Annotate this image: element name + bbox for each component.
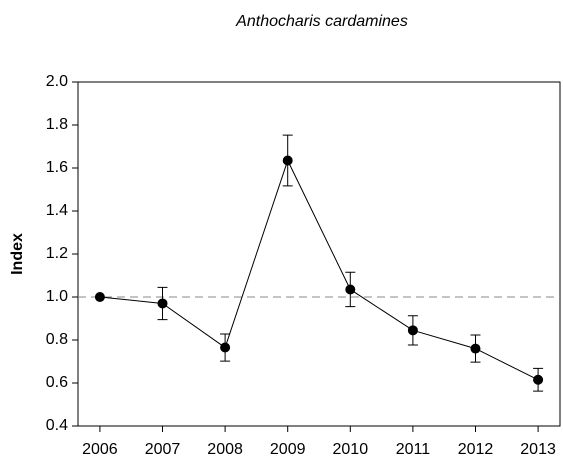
y-axis-label: Index: [9, 233, 26, 275]
plot-frame: [77, 81, 561, 427]
x-tick-label: 2011: [396, 441, 431, 458]
y-tick-label: 1.6: [46, 159, 68, 176]
chart-title: Anthocharis cardamines: [235, 13, 408, 30]
x-tick-label: 2008: [207, 441, 243, 458]
x-tick-label: 2012: [458, 441, 494, 458]
data-point: [407, 325, 418, 336]
y-tick-label: 0.6: [46, 374, 68, 391]
x-tick-label: 2013: [520, 441, 556, 458]
y-tick-label: 0.8: [46, 331, 68, 348]
y-tick-label: 1.8: [46, 116, 68, 133]
y-tick-label: 1.4: [46, 202, 68, 219]
data-point: [94, 292, 105, 302]
data-point: [470, 343, 481, 354]
data-point: [220, 342, 231, 353]
x-tick-label: 2006: [82, 441, 118, 458]
y-tick-label: 1.0: [46, 288, 68, 305]
x-tick-label: 2009: [270, 441, 306, 458]
data-point: [345, 284, 356, 295]
y-tick-label: 1.2: [46, 245, 68, 262]
data-point: [157, 298, 168, 309]
x-tick-label: 2010: [333, 441, 369, 458]
x-tick-label: 2007: [145, 441, 181, 458]
y-tick-label: 0.4: [46, 417, 68, 434]
y-tick-label: 2.0: [46, 73, 68, 90]
data-point: [533, 374, 544, 385]
data-point: [282, 155, 293, 166]
series-line: [99, 159, 539, 381]
